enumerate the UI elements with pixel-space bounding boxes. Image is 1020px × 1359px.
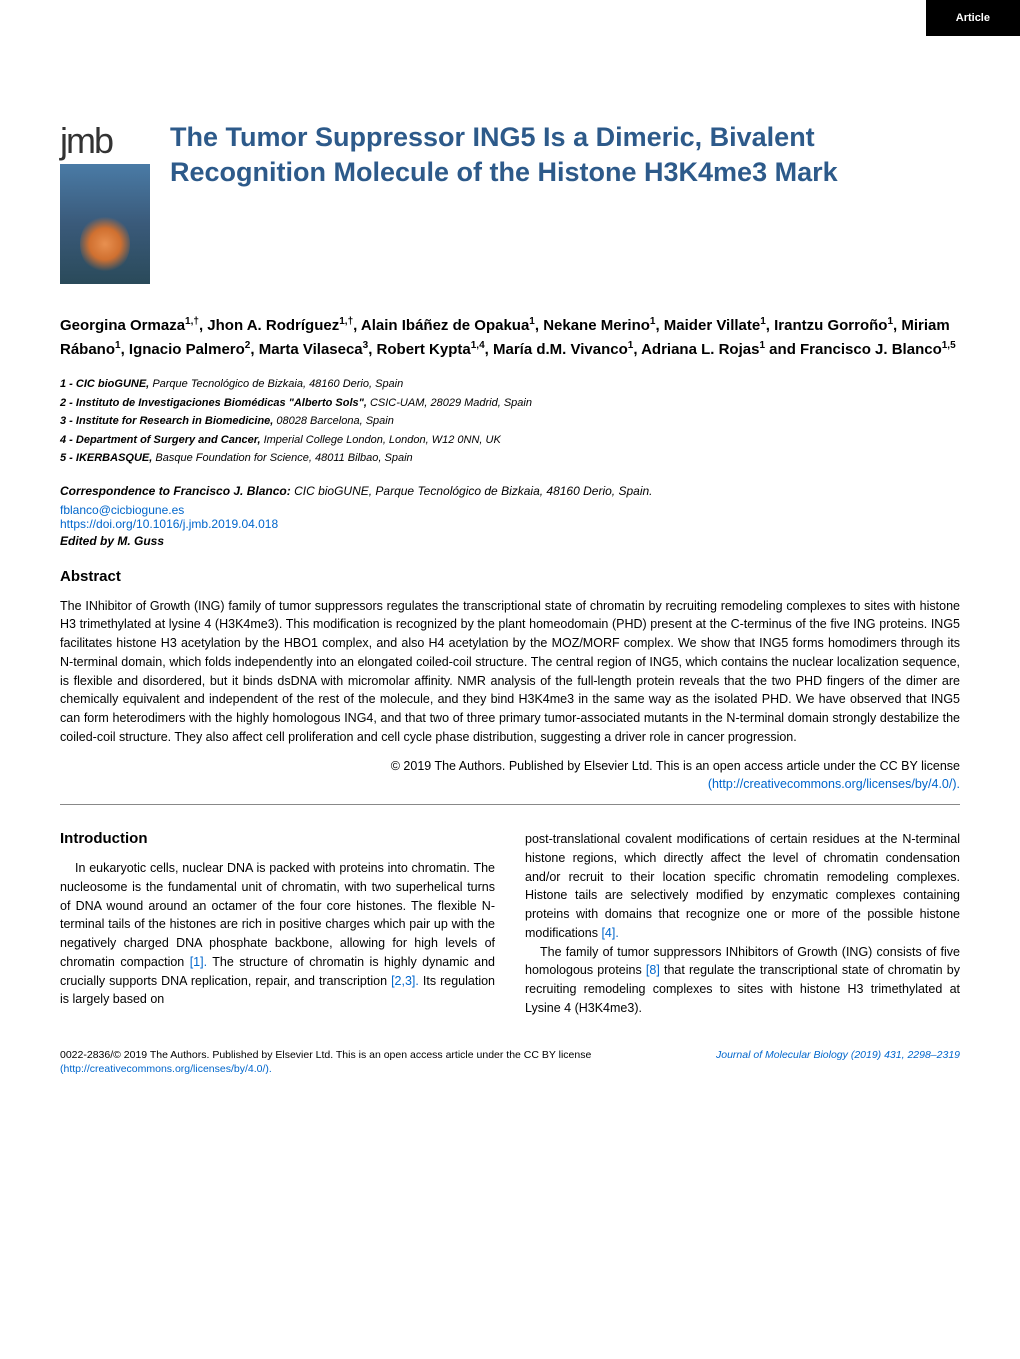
license-link[interactable]: (http://creativecommons.org/licenses/by/… [708,777,960,791]
authors-list: Georgina Ormaza1,†, Jhon A. Rodríguez1,†… [60,314,960,361]
reference-link-8[interactable]: [8] [646,963,660,977]
affiliation-line: 4 - Department of Surgery and Cancer, Im… [60,432,960,449]
affiliation-line: 2 - Instituto de Investigaciones Biomédi… [60,395,960,412]
affiliation-line: 3 - Institute for Research in Biomedicin… [60,413,960,430]
intro-text-1a: In eukaryotic cells, nuclear DNA is pack… [60,861,495,969]
footer-license-link[interactable]: (http://creativecommons.org/licenses/by/… [60,1063,272,1075]
correspondence-label: Correspondence to Francisco J. Blanco: [60,484,291,498]
footer-copyright: 0022-2836/© 2019 The Authors. Published … [60,1048,716,1077]
intro-paragraph-1: In eukaryotic cells, nuclear DNA is pack… [60,859,495,1009]
reference-link-4[interactable]: [4]. [601,926,618,940]
correspondence-email-link[interactable]: fblanco@cicbiogune.es [60,503,960,517]
correspondence-address: CIC bioGUNE, Parque Tecnológico de Bizka… [294,484,652,498]
page-footer: 0022-2836/© 2019 The Authors. Published … [60,1048,960,1077]
introduction-section: Introduction In eukaryotic cells, nuclea… [60,830,960,1018]
footer-copyright-text: 0022-2836/© 2019 The Authors. Published … [60,1049,591,1061]
journal-cover-image [60,164,150,284]
intro-column-left: Introduction In eukaryotic cells, nuclea… [60,830,495,1018]
abstract-body: The INhibitor of Growth (ING) family of … [60,597,960,747]
abstract-heading: Abstract [60,568,960,585]
footer-citation: Journal of Molecular Biology (2019) 431,… [716,1048,960,1077]
header-section: jmb The Tumor Suppressor ING5 Is a Dimer… [60,120,960,284]
article-title: The Tumor Suppressor ING5 Is a Dimeric, … [170,120,960,190]
copyright-statement: © 2019 The Authors. Published by Elsevie… [391,759,960,773]
introduction-heading: Introduction [60,830,495,847]
article-badge: Article [926,0,1020,36]
journal-logo: jmb [60,120,150,284]
affiliation-line: 1 - CIC bioGUNE, Parque Tecnológico de B… [60,376,960,393]
affiliation-line: 5 - IKERBASQUE, Basque Foundation for Sc… [60,450,960,467]
doi-link[interactable]: https://doi.org/10.1016/j.jmb.2019.04.01… [60,517,960,531]
intro-paragraph-2: post-translational covalent modification… [525,830,960,943]
intro-text-2a: post-translational covalent modification… [525,832,960,940]
affiliations-list: 1 - CIC bioGUNE, Parque Tecnológico de B… [60,376,960,467]
section-divider [60,804,960,805]
reference-link-1[interactable]: [1]. [190,955,207,969]
edited-by: Edited by M. Guss [60,534,960,548]
reference-link-2-3[interactable]: [2,3]. [391,974,419,988]
intro-column-right: post-translational covalent modification… [525,830,960,1018]
journal-logo-text: jmb [60,120,112,162]
copyright-text: © 2019 The Authors. Published by Elsevie… [60,757,960,795]
correspondence-block: Correspondence to Francisco J. Blanco: C… [60,482,960,500]
intro-paragraph-3: The family of tumor suppressors INhibito… [525,943,960,1018]
